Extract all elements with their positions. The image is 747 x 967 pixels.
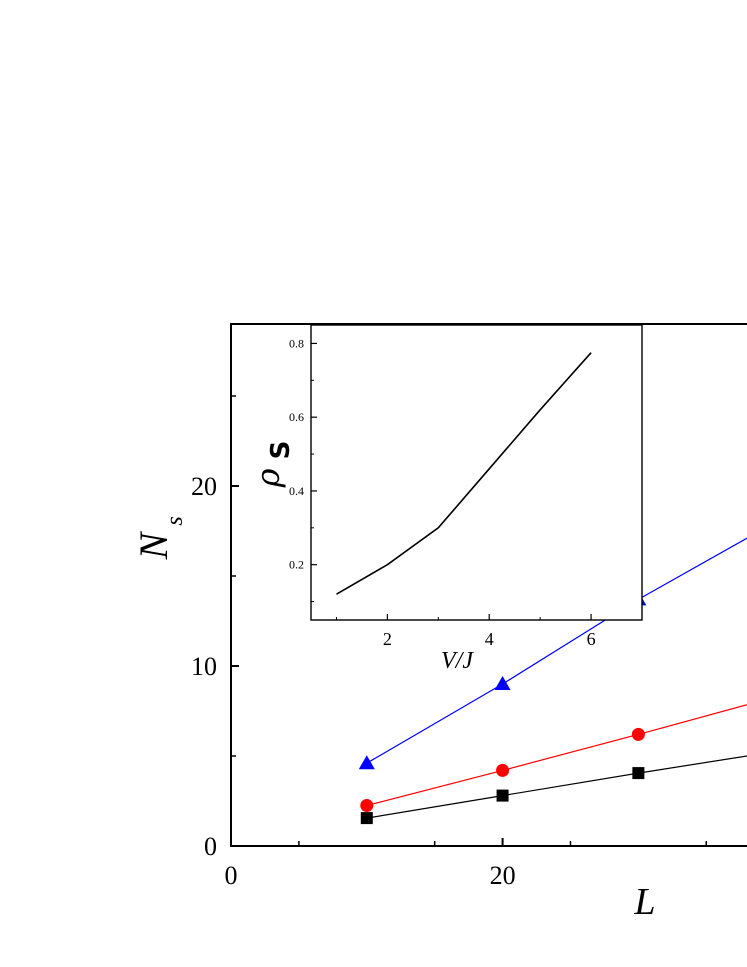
inset-chart: 2 4 6 0.2 0.4 0.6 0.8 V/J ρ S: [249, 324, 643, 674]
main-series-line-square: [366, 755, 747, 819]
main-y-axis-title: N s: [131, 516, 188, 560]
inset-ticks: 2 4 6 0.2 0.4 0.6 0.8: [289, 336, 643, 649]
inset-y-tick-label: 0.6: [289, 410, 304, 424]
circle-marker: [496, 763, 510, 777]
main-x-tick-label: 0: [225, 861, 238, 890]
inset-series-line: [336, 352, 592, 595]
main-y-tick-label: 20: [191, 472, 217, 501]
inset-x-axis-title: V/J: [441, 648, 474, 674]
triangle-marker: [358, 755, 375, 770]
main-y-axis-title-main: N: [131, 530, 176, 560]
main-chart: 0 20 0 10 20 L N s: [131, 323, 747, 923]
inset-y-tick-label: 0.4: [289, 484, 304, 498]
inset-y-axis-title: ρ S: [249, 441, 296, 489]
circle-marker: [631, 727, 645, 741]
main-series-line-circle: [366, 704, 747, 807]
inset-x-tick-label: 2: [383, 629, 392, 649]
main-x-axis-title: L: [633, 881, 655, 923]
inset-y-tick-label: 0.2: [289, 558, 304, 572]
square-marker: [632, 767, 645, 780]
main-y-tick-label: 10: [191, 652, 217, 681]
inset-y-axis-title-subscript: S: [266, 441, 296, 460]
inset-background: [311, 325, 642, 620]
inset-y-axis-title-main: ρ: [249, 468, 287, 488]
triangle-marker: [494, 676, 511, 690]
main-axes: [230, 323, 747, 847]
inset-series-layer: [336, 352, 592, 595]
square-marker: [496, 789, 509, 802]
main-series-layer: [358, 537, 747, 825]
inset-x-tick-label: 4: [485, 629, 494, 649]
square-marker: [360, 812, 373, 825]
main-x-tick-label: 20: [490, 861, 516, 890]
main-y-axis-title-subscript: s: [162, 516, 188, 525]
inset-y-tick-label: 0.8: [289, 336, 304, 350]
inset-frame: [310, 324, 643, 621]
main-y-tick-label: 0: [204, 832, 217, 861]
main-ticks: 0 20 0 10 20: [191, 395, 708, 890]
main-series-line-triangle: [366, 537, 747, 764]
circle-marker: [360, 799, 374, 812]
inset-x-tick-label: 6: [587, 629, 596, 649]
